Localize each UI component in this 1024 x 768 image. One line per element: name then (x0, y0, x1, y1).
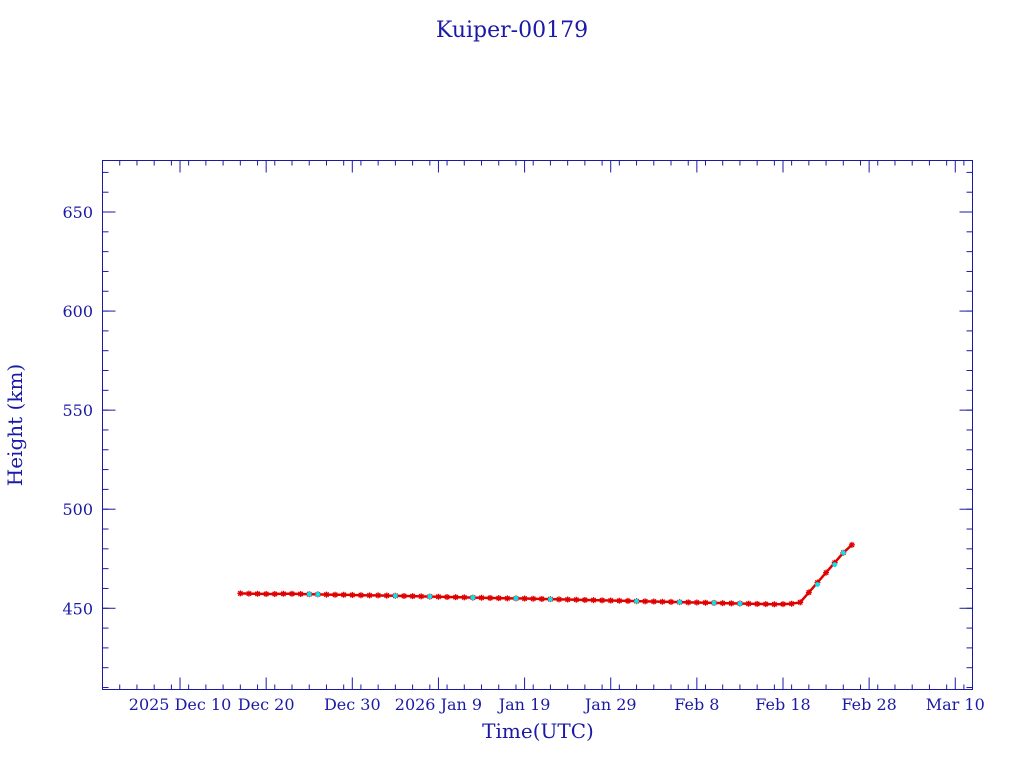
y-tick-label: 650 (62, 203, 93, 222)
x-tick-label: Feb 28 (841, 695, 896, 714)
data-point (624, 597, 631, 604)
data-point (271, 591, 278, 598)
data-point (832, 562, 838, 568)
data-point (478, 594, 485, 601)
data-point (737, 601, 743, 606)
y-tick-label: 450 (62, 599, 93, 618)
x-tick-label: 2026 Jan 9 (395, 695, 482, 714)
data-point (400, 592, 407, 599)
data-point (392, 593, 398, 599)
data-point (788, 600, 795, 607)
data-point (366, 592, 373, 599)
data-point (332, 591, 339, 598)
x-tick-label: Dec 30 (324, 695, 381, 714)
data-point (280, 590, 287, 597)
data-point (616, 597, 623, 604)
x-tick-label: Mar 10 (926, 695, 985, 714)
data-point (470, 595, 476, 600)
data-point (444, 593, 451, 600)
x-tick-label: Jan 29 (583, 695, 637, 714)
data-point (573, 596, 580, 603)
data-point (409, 593, 416, 600)
y-tick-label: 600 (62, 302, 93, 321)
data-point (306, 591, 312, 597)
data-point (452, 594, 459, 601)
x-tick-label: 2025 Dec 10 (129, 695, 232, 714)
data-point (668, 598, 675, 605)
data-point (702, 599, 709, 606)
series-0 (237, 541, 855, 608)
data-point (590, 597, 597, 604)
data-point (564, 596, 571, 603)
plot-frame (102, 160, 973, 690)
data-point (513, 595, 519, 601)
chart-title: Kuiper-00179 (436, 18, 588, 43)
data-point (650, 598, 657, 605)
data-point (289, 590, 296, 597)
series-1 (306, 550, 846, 606)
data-point (711, 600, 717, 606)
data-point (323, 591, 330, 598)
data-point (581, 596, 588, 603)
y-tick-label: 550 (62, 401, 93, 420)
x-tick-label: Jan 19 (497, 695, 551, 714)
x-axis: 2025 Dec 10 Dec 20 Dec 30 2026 Jan 9 Jan 19 J… (102, 160, 985, 714)
data-point (297, 591, 304, 598)
data-point (659, 598, 666, 605)
data-point (823, 569, 830, 576)
data-point (719, 600, 726, 607)
y-tick-label: 500 (62, 500, 93, 519)
data-point (538, 595, 545, 602)
data-point (435, 593, 442, 600)
data-point (357, 592, 364, 599)
data-point (383, 592, 390, 599)
data-point (254, 590, 261, 597)
data-point (779, 601, 786, 608)
data-point (375, 592, 382, 599)
data-point (315, 591, 321, 597)
data-point (745, 600, 752, 607)
data-point (762, 601, 769, 608)
data-point (599, 597, 606, 604)
data-point (521, 595, 528, 602)
data-point (797, 599, 804, 606)
data-point (754, 600, 761, 607)
data-point (848, 541, 855, 548)
data-point (642, 598, 649, 605)
data-point (530, 595, 537, 602)
data-point (487, 594, 494, 601)
data-point (349, 591, 356, 598)
data-point (840, 550, 846, 556)
data-point (418, 593, 425, 600)
data-point (634, 598, 639, 604)
x-axis-title: Time(UTC) (482, 719, 594, 743)
data-point (245, 590, 252, 597)
data-point (340, 591, 347, 598)
x-tick-label: Feb 8 (674, 695, 719, 714)
data-point (461, 594, 468, 601)
data-point (677, 599, 683, 605)
data-point (263, 591, 270, 598)
data-point (693, 599, 700, 606)
data-point (504, 595, 511, 602)
data-point (548, 596, 553, 602)
data-point (607, 597, 614, 604)
y-axis: 450 500 550 600 650 (62, 171, 973, 689)
data-point (237, 590, 244, 597)
x-tick-label: Dec 20 (238, 695, 295, 714)
data-point (771, 601, 778, 608)
data-point (685, 599, 692, 606)
data-point (805, 589, 812, 596)
data-points (237, 541, 855, 608)
y-axis-title: Height (km) (3, 364, 27, 486)
data-point (815, 582, 820, 587)
data-point (495, 595, 502, 602)
data-point (728, 600, 735, 607)
x-tick-label: Feb 18 (755, 695, 810, 714)
series-track (240, 543, 853, 606)
data-point (556, 596, 563, 603)
data-point (427, 594, 433, 599)
